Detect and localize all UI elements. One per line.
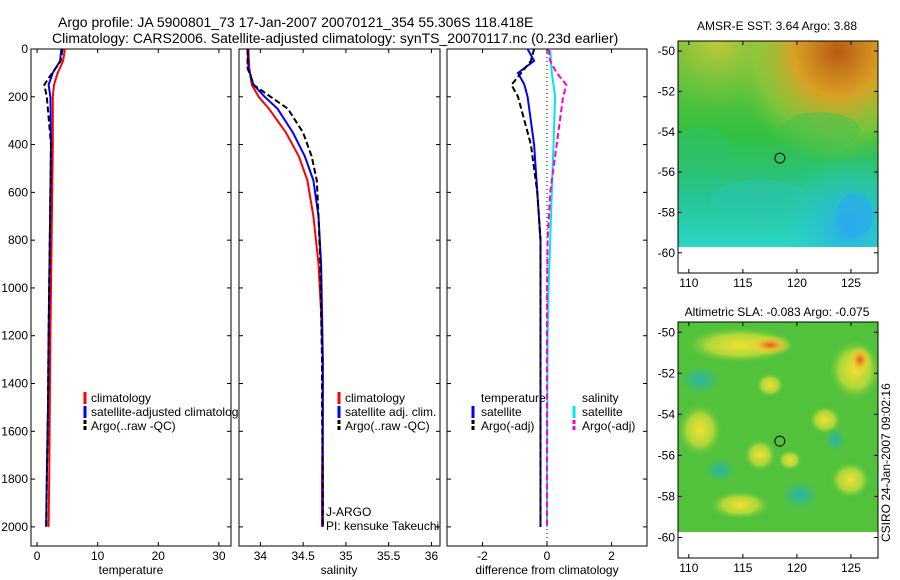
y-tick-label: 1000: [1, 281, 28, 295]
sst-map-ticks: 110 115 120 125 -50 -52 -54 -56 -58 -60: [658, 41, 878, 290]
y-tick-label: 1200: [1, 329, 28, 343]
x-tick-label: 30: [212, 549, 226, 563]
x-tick-label: 125: [841, 276, 861, 290]
program-annotation: J-ARGO: [326, 505, 371, 519]
x-tick-label: 35.5: [377, 549, 401, 563]
temperature-xlabel: temperature: [99, 563, 164, 577]
legend-sal-argo-label: Argo(-adj): [582, 419, 635, 433]
pi-annotation: PI: kensuke Takeuchi: [326, 519, 439, 533]
y-tick-label: -50: [658, 325, 676, 339]
salinity-panel: 34 34.5 35 35.5 36 salinity climatology sate…: [238, 48, 441, 577]
figure-title-line2: Climatology: CARS2006. Satellite-adjuste…: [52, 30, 618, 46]
x-tick-label: 115: [733, 276, 752, 290]
x-tick-label: 0: [34, 549, 41, 563]
difference-xlabel: difference from climatology: [475, 563, 618, 577]
y-tick-label: -54: [658, 407, 676, 421]
x-tick-label: 125: [841, 561, 861, 575]
salinity-xlabel: salinity: [321, 563, 358, 577]
temperature-series: [43, 48, 66, 527]
sst-map-title: AMSR-E SST: 3.64 Argo: 3.88: [697, 19, 857, 33]
x-tick-label: -2: [477, 549, 488, 563]
series-salinity-argo-adj-: [546, 48, 568, 527]
y-tick-label: -50: [658, 44, 676, 58]
y-tick-label: -60: [658, 530, 676, 544]
series-satellite-adj-clim-: [246, 48, 324, 527]
sst-profile-location-marker: [774, 152, 786, 164]
legend-temp-satellite-label: satellite: [481, 405, 522, 419]
legend-temperature-heading: temperature: [481, 391, 546, 405]
y-tick-label: -54: [658, 125, 676, 139]
x-tick-label: 20: [152, 549, 166, 563]
difference-series: [510, 48, 568, 546]
y-tick-label: -52: [658, 366, 676, 380]
y-tick-label: -52: [658, 84, 676, 98]
temperature-axes-box: [30, 48, 232, 547]
difference-legend: temperature satellite Argo(-adj) salinit…: [471, 391, 635, 433]
sst-map-frame: [677, 40, 879, 274]
x-tick-label: 35: [339, 549, 353, 563]
temperature-panel: 0 200 400 600 800 1000 1200 1400 1600 1800 2000 0 10…: [1, 42, 244, 577]
y-tick-label: 400: [8, 138, 28, 152]
sla-map-ticks: 110 115 120 125 -50 -52 -54 -56 -58 -60: [658, 322, 878, 575]
timestamp-side-label: CSIRO 24-Jan-2007 09:02:16: [879, 383, 893, 542]
x-tick-label: 110: [679, 276, 698, 290]
figure-title-line1: Argo profile: JA 5900801_73 17-Jan-2007 …: [58, 14, 533, 30]
x-tick-label: 36: [425, 549, 439, 563]
x-tick-label: 34: [254, 549, 268, 563]
legend-climatology-label: climatology: [345, 391, 405, 405]
x-tick-label: 120: [787, 561, 807, 575]
sla-map-panel: Altimetric SLA: -0.083 Argo: -0.075 110 1…: [658, 305, 879, 575]
legend-temp-argo-label: Argo(-adj): [481, 419, 534, 433]
legend-satellite-label: satellite adj. clim.: [345, 405, 436, 419]
salinity-axes-box: [238, 48, 441, 547]
series-temperature-argo-adj-: [510, 48, 542, 527]
y-tick-label: 0: [21, 42, 28, 56]
temperature-legend: climatology satellite-adjusted climatolo…: [83, 391, 244, 433]
x-tick-label: 115: [733, 561, 752, 575]
sla-map-title: Altimetric SLA: -0.083 Argo: -0.075: [685, 305, 870, 319]
y-tick-label: -56: [658, 165, 676, 179]
legend-argo-label: Argo(..raw -QC): [91, 419, 176, 433]
series-argo-raw-qc-: [246, 49, 324, 527]
x-tick-label: 110: [679, 561, 698, 575]
difference-panel: -2 0 2 difference from climatology tempera…: [446, 48, 648, 577]
y-tick-label: -60: [658, 246, 676, 260]
y-tick-label: 600: [8, 185, 28, 199]
y-tick-label: 1600: [1, 424, 28, 438]
x-tick-label: 10: [91, 549, 105, 563]
legend-argo-label: Argo(..raw -QC): [345, 419, 430, 433]
salinity-series: [246, 48, 324, 527]
y-tick-label: 800: [8, 233, 28, 247]
temperature-axis-ticks: 0 200 400 600 800 1000 1200 1400 1600 1800 2000 0 10…: [1, 42, 231, 563]
y-tick-label: -58: [658, 489, 676, 503]
sla-profile-location-marker: [774, 435, 786, 447]
sst-map-field: [678, 41, 878, 247]
legend-satellite-label: satellite-adjusted climatology: [91, 405, 244, 419]
legend-sal-satellite-label: satellite: [582, 405, 623, 419]
legend-salinity-heading: salinity: [582, 391, 619, 405]
x-tick-label: 34.5: [291, 549, 315, 563]
x-tick-label: 120: [787, 276, 807, 290]
salinity-axis-ticks: 34 34.5 35 35.5 36: [239, 48, 440, 563]
y-tick-label: 1800: [1, 472, 28, 486]
y-tick-label: -56: [658, 448, 676, 462]
sla-map-frame: [677, 321, 879, 559]
x-tick-label: 0: [544, 549, 551, 563]
y-tick-label: -58: [658, 205, 676, 219]
series-argo-raw-qc-: [43, 48, 64, 527]
legend-climatology-label: climatology: [91, 391, 151, 405]
y-tick-label: 2000: [1, 520, 28, 534]
y-tick-label: 1400: [1, 377, 28, 391]
sst-map-panel: AMSR-E SST: 3.64 Argo: 3.88 110 115 120 125…: [658, 19, 879, 290]
salinity-legend: climatology satellite adj. clim. Argo(..…: [337, 391, 436, 433]
sla-map-field: [678, 322, 878, 532]
series-climatology: [47, 48, 66, 527]
x-tick-label: 2: [608, 549, 615, 563]
y-tick-label: 200: [8, 90, 28, 104]
